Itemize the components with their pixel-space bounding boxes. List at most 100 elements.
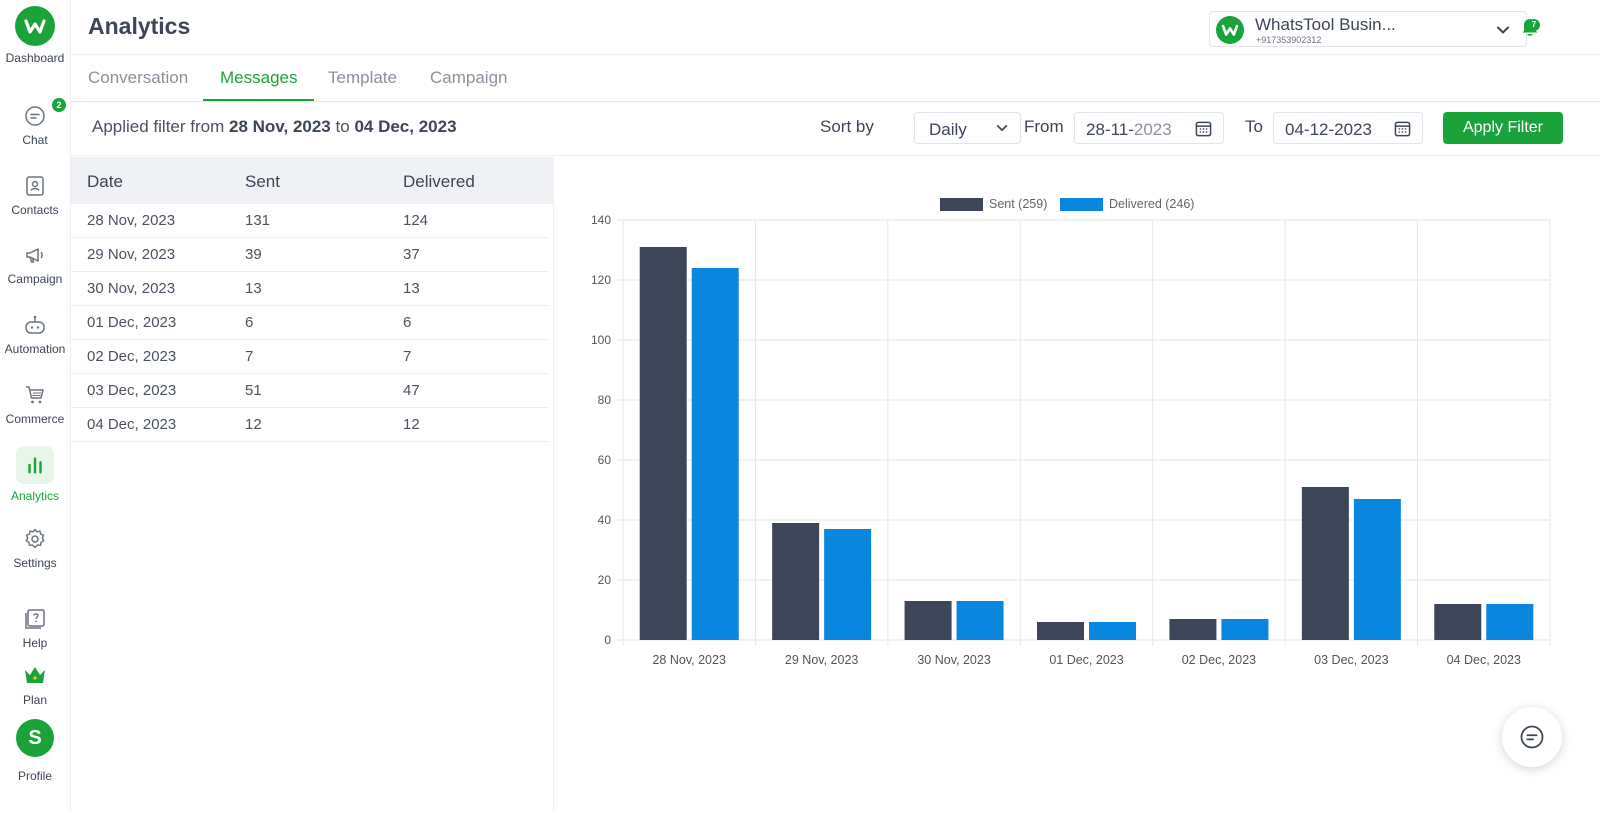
sidebar-item-chat[interactable]: 2 Chat [0,98,70,147]
cell-sent: 6 [245,314,254,331]
sidebar-item-label: Contacts [11,203,59,217]
bar-delivered [1221,619,1269,640]
sidebar-item-label: Chat [22,133,48,147]
x-tick-label: 28 Nov, 2023 [652,653,725,667]
cell-sent: 131 [245,212,271,229]
cell-date: 03 Dec, 2023 [87,382,177,399]
y-tick-label: 20 [598,573,612,587]
filter-bar: Applied filter from 28 Nov, 2023 to 04 D… [71,102,1600,156]
bar-delivered [1486,604,1534,640]
account-phone: +917353902312 [1256,35,1322,45]
messages-chart: 0 20 40 60 80 100 120 140 28 Nov, 2023 29 Nov, 20… [555,157,1600,812]
sidebar-item-label: Dashboard [5,51,65,65]
whatstool-logo-icon [1216,16,1244,44]
x-tick-label: 02 Dec, 2023 [1182,653,1256,667]
calendar-icon[interactable] [1394,120,1411,137]
sidebar-item-automation[interactable]: Automation [0,313,70,356]
sort-by-label: Sort by [820,117,874,136]
cell-delivered: 13 [403,280,420,297]
tab-campaign[interactable]: Campaign [430,68,508,87]
table-header: Date Sent Delivered [71,157,554,204]
applied-filter-text: Applied filter from 28 Nov, 2023 to 04 D… [92,117,457,136]
sidebar-item-plan[interactable]: Plan [0,664,70,707]
gear-icon [25,528,45,549]
sidebar-item-help[interactable]: Help [0,607,70,650]
account-name: WhatsTool Busin... [1255,15,1396,34]
megaphone-icon [26,248,43,263]
y-tick-label: 140 [591,213,611,227]
chat-bubble-icon [1520,725,1544,749]
sidebar-item-commerce[interactable]: Commerce [0,383,70,426]
cell-sent: 13 [245,280,262,297]
bar-sent [1301,487,1349,640]
bar-sent [1434,604,1482,640]
bar-delivered [956,601,1004,640]
bar-delivered [1353,499,1401,640]
bar-sent [1169,619,1217,640]
cell-date: 02 Dec, 2023 [87,348,177,365]
cell-date: 04 Dec, 2023 [87,416,177,433]
sidebar-item-label: Settings [13,556,57,570]
table-row: 29 Nov, 2023 39 37 [71,238,548,272]
bar-chart: 0 20 40 60 80 100 120 140 28 Nov, 2023 29 Nov, 20… [591,197,1551,667]
y-tick-label: 120 [591,273,611,287]
column-header-delivered: Delivered [403,172,475,191]
messages-table: Date Sent Delivered 28 Nov, 2023 131 124 29… [71,157,554,812]
bar-delivered [691,268,739,640]
x-tick-label: 03 Dec, 2023 [1314,653,1388,667]
analytics-tabs: Conversation Messages Template Campaign [71,56,1600,102]
sort-by-select[interactable]: Daily [914,112,1021,144]
sidebar-item-analytics[interactable]: Analytics [0,446,70,503]
table-row: 30 Nov, 2023 13 13 [71,272,548,306]
cell-date: 30 Nov, 2023 [87,280,176,297]
tab-template[interactable]: Template [328,68,397,87]
contacts-icon [26,176,44,196]
sidebar-item-contacts[interactable]: Contacts [0,174,70,217]
support-chat-button[interactable] [1502,707,1562,767]
whatstool-logo-icon [15,6,55,46]
x-tick-label: 30 Nov, 2023 [917,653,990,667]
table-row: 01 Dec, 2023 6 6 [71,306,548,340]
from-date-input[interactable]: 28-11-2023 [1074,112,1224,144]
sidebar-item-label: Plan [22,693,48,707]
tab-messages[interactable]: Messages [203,56,315,101]
cell-sent: 7 [245,348,254,365]
to-date-value: 04-12-2023 [1285,120,1372,139]
legend-swatch [940,198,983,211]
from-date-year: 2023 [1133,120,1172,139]
sidebar-item-label: Campaign [7,272,63,286]
chat-unread-badge: 2 [52,98,66,112]
cell-sent: 51 [245,382,262,399]
to-date-input[interactable]: 04-12-2023 [1273,112,1423,144]
legend-label: Sent (259) [989,197,1047,211]
help-icon [25,609,45,629]
x-tick-label: 01 Dec, 2023 [1049,653,1123,667]
sidebar-item-settings[interactable]: Settings [0,527,70,570]
from-date-value: 28-11- [1086,120,1134,139]
calendar-icon[interactable] [1195,120,1212,137]
robot-icon [25,315,45,334]
sidebar-item-dashboard[interactable]: Dashboard [0,6,70,65]
sidebar-item-profile[interactable]: S Profile [0,719,70,783]
notification-count-badge: 7 [1528,19,1540,31]
sidebar: Dashboard 2 Chat Contacts Campaign Autom… [0,0,71,812]
crown-icon [25,667,45,683]
page-title: Analytics [88,13,191,39]
sidebar-item-label: Analytics [10,489,60,503]
tab-conversation[interactable]: Conversation [88,68,189,87]
sidebar-item-label: Profile [17,769,52,783]
header: Analytics WhatsTool Busin... +9173539023… [71,0,1600,55]
sidebar-item-campaign[interactable]: Campaign [0,243,70,286]
bar-delivered [1089,622,1136,640]
bar-sent [904,601,952,640]
cell-delivered: 124 [403,212,429,229]
bar-sent [772,523,820,640]
account-selector[interactable]: WhatsTool Busin... +917353902312 [1209,11,1527,47]
analytics-icon [28,457,42,474]
apply-filter-button[interactable]: Apply Filter [1443,112,1563,144]
chevron-down-icon [1497,26,1509,34]
sidebar-item-label: Commerce [5,412,65,426]
table-row: 04 Dec, 2023 12 12 [71,408,548,442]
chevron-down-icon [996,125,1008,132]
column-header-sent: Sent [245,172,280,191]
